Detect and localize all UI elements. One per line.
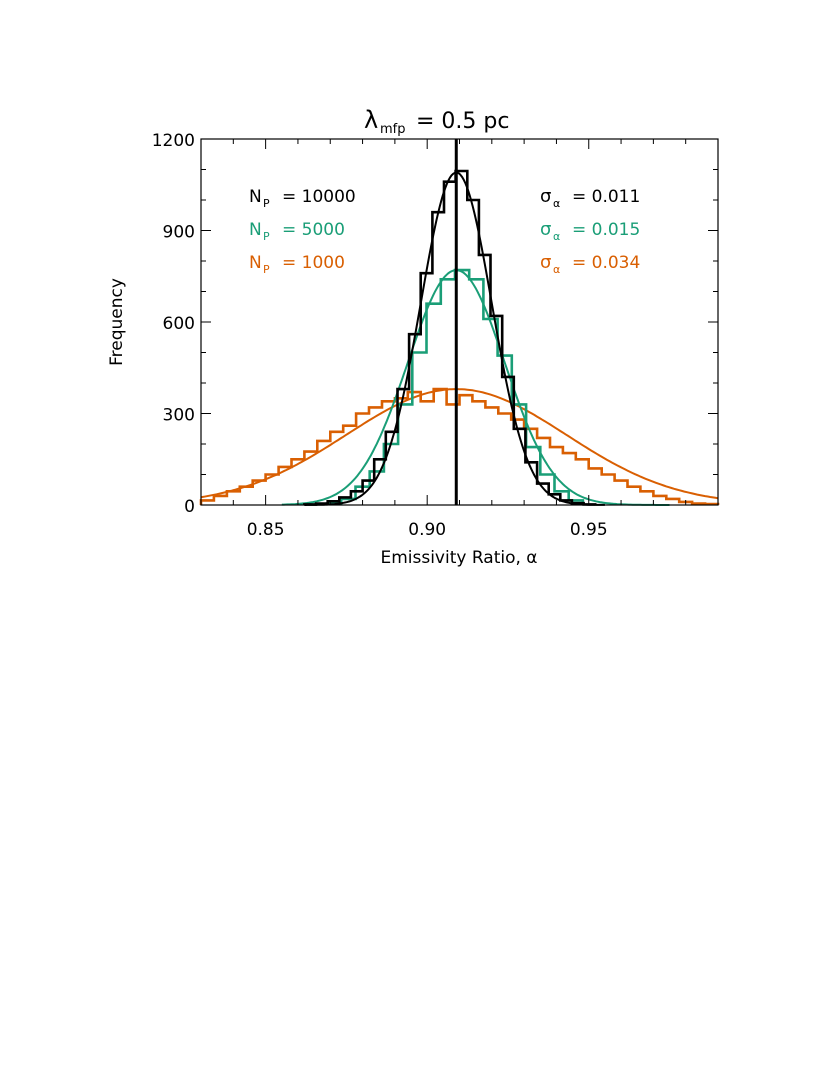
sigma-value: = 0.034 [572,253,640,273]
chart-title-symbol: λ [364,106,378,134]
sigma-subscript: α [553,197,560,210]
histogram-series-0 [303,169,597,506]
legend-label: N [249,253,262,273]
sigma-label: σ [540,186,551,207]
legend-item-np-5000: N P = 5000 [249,220,345,243]
y-tick-label: 300 [163,406,195,426]
legend: N P = 10000 N P = 5000 N P = 1000 [249,187,356,276]
sigma-value: = 0.015 [572,220,640,240]
sigma-label: σ [540,252,551,273]
legend-item-np-1000: N P = 1000 [249,253,345,276]
legend-item-np-10000: N P = 10000 [249,187,356,210]
legend-label: N [249,187,262,207]
y-tick-label: 0 [184,497,195,517]
sigma-subscript: α [553,230,560,243]
gaussian-fit-series-1 [281,269,670,506]
y-axis-label: Frequency [107,278,127,366]
y-tick-label: 1200 [152,131,195,151]
sigma-item-0034: σ α = 0.034 [540,252,640,276]
legend-value: = 5000 [282,220,345,240]
chart-title-value: = 0.5 pc [416,109,509,134]
sigma-item-0015: σ α = 0.015 [540,219,640,243]
y-tick-label: 600 [163,314,195,334]
axes: 0.85 0.90 0.95 0 300 600 900 1200 [152,131,719,540]
legend-subscript: P [263,263,270,276]
legend-label: N [249,220,262,240]
sigma-value: = 0.011 [572,187,640,207]
x-tick-label: 0.95 [570,520,608,540]
legend-value: = 1000 [282,253,345,273]
x-axis-label: Emissivity Ratio, α [380,548,537,568]
plot-frame [200,138,719,506]
chart-title-subscript: mfp [380,122,406,137]
y-tick-label: 900 [163,223,195,243]
x-tick-label: 0.85 [247,520,285,540]
legend-value: = 10000 [282,187,356,207]
gaussian-fit-series-0 [304,171,605,506]
sigma-subscript: α [553,263,560,276]
plot-area [199,139,720,506]
gaussian-fit-series-2 [200,388,719,500]
x-tick-label: 0.90 [408,520,446,540]
legend-subscript: P [263,230,270,243]
sigma-label: σ [540,219,551,240]
sigma-item-0011: σ α = 0.011 [540,186,640,210]
histogram-series-2 [199,387,720,506]
sigma-legend: σ α = 0.011 σ α = 0.015 σ α = 0.034 [540,186,640,276]
legend-subscript: P [263,197,270,210]
